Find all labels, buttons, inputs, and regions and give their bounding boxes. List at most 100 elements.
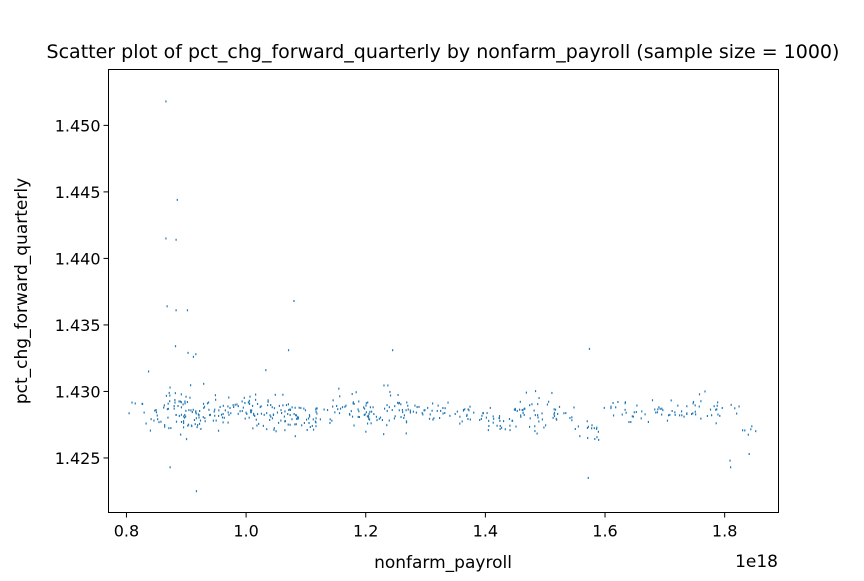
scatter-point (651, 399, 654, 402)
scatter-point (624, 408, 626, 411)
scatter-point (553, 408, 555, 411)
scatter-point (319, 418, 321, 421)
scatter-point (422, 413, 424, 416)
scatter-point (630, 421, 632, 424)
scatter-point (386, 404, 388, 407)
scatter-point (170, 427, 172, 430)
scatter-point (269, 414, 271, 417)
scatter-point (717, 401, 719, 404)
scatter-point (315, 425, 317, 428)
scatter-point (175, 413, 177, 416)
scatter-point (574, 428, 576, 431)
scatter-point (214, 414, 216, 417)
scatter-point (537, 414, 539, 417)
scatter-point (499, 427, 501, 430)
scatter-point (285, 404, 288, 407)
scatter-point (624, 402, 626, 405)
scatter-point (291, 406, 293, 409)
scatter-point (194, 423, 196, 426)
scatter-point (595, 427, 598, 430)
y-tick-label: 1.450 (55, 116, 101, 135)
scatter-point (588, 347, 591, 350)
scatter-point (241, 410, 243, 413)
scatter-point (461, 420, 463, 423)
scatter-point (571, 419, 573, 422)
scatter-point (294, 406, 296, 409)
scatter-point (273, 427, 275, 430)
scatter-point (365, 402, 367, 405)
scatter-point (244, 417, 246, 420)
scatter-point (204, 417, 206, 420)
scatter-point (277, 421, 280, 424)
scatter-point (308, 422, 310, 425)
scatter-point (748, 452, 750, 455)
scatter-point (269, 418, 271, 421)
scatter-point (522, 411, 524, 414)
scatter-point (502, 420, 505, 423)
scatter-point (394, 415, 396, 418)
scatter-point (227, 405, 229, 408)
scatter-point (227, 421, 229, 424)
scatter-point (185, 395, 187, 398)
scatter-point (196, 426, 198, 429)
scatter-point (656, 411, 659, 414)
scatter-point (398, 409, 400, 412)
scatter-point (659, 407, 661, 410)
scatter-point (298, 406, 300, 409)
scatter-point (365, 411, 367, 414)
scatter-point (248, 416, 250, 419)
scatter-point (260, 412, 263, 415)
scatter-point (617, 400, 619, 403)
scatter-point (558, 405, 561, 408)
scatter-point (509, 424, 511, 427)
scatter-point (397, 393, 399, 396)
scatter-point (351, 415, 354, 418)
scatter-point (499, 419, 501, 422)
scatter-point (256, 413, 259, 416)
scatter-point (548, 400, 550, 403)
scatter-point (190, 409, 192, 412)
scatter-point (294, 435, 296, 438)
scatter-point (228, 396, 230, 399)
scatter-point (187, 423, 190, 426)
scatter-point (711, 414, 713, 417)
scatter-point (315, 410, 317, 413)
scatter-point (534, 414, 536, 417)
scatter-point (218, 409, 220, 412)
scatter-point (469, 405, 471, 408)
scatter-point (282, 404, 284, 407)
scatter-point (267, 399, 269, 402)
scatter-point (669, 413, 671, 416)
scatter-point (203, 406, 205, 409)
scatter-point (641, 410, 643, 413)
scatter-point (633, 411, 635, 414)
scatter-point (591, 427, 593, 430)
scatter-point (569, 416, 571, 419)
scatter-point (674, 413, 676, 416)
scatter-point (367, 401, 369, 404)
scatter-point (485, 416, 487, 419)
scatter-point (209, 414, 211, 417)
scatter-point (154, 409, 156, 412)
scatter-point (370, 410, 373, 413)
scatter-point (145, 422, 147, 425)
scatter-point (625, 411, 627, 414)
scatter-point (175, 420, 178, 423)
scatter-point (163, 406, 165, 409)
scatter-point (579, 435, 581, 438)
scatter-point (400, 403, 402, 406)
scatter-point (253, 413, 255, 416)
scatter-point (406, 401, 408, 404)
scatter-point (339, 407, 342, 410)
scatter-point (266, 428, 268, 431)
scatter-point (636, 404, 638, 407)
scatter-point (255, 393, 257, 396)
scatter-point (612, 414, 615, 417)
scatter-point (353, 402, 355, 405)
scatter-point (260, 405, 262, 408)
scatter-point (692, 402, 694, 405)
scatter-point (297, 416, 299, 419)
x-tick-label: 1.0 (233, 522, 258, 541)
scatter-point (189, 384, 192, 387)
